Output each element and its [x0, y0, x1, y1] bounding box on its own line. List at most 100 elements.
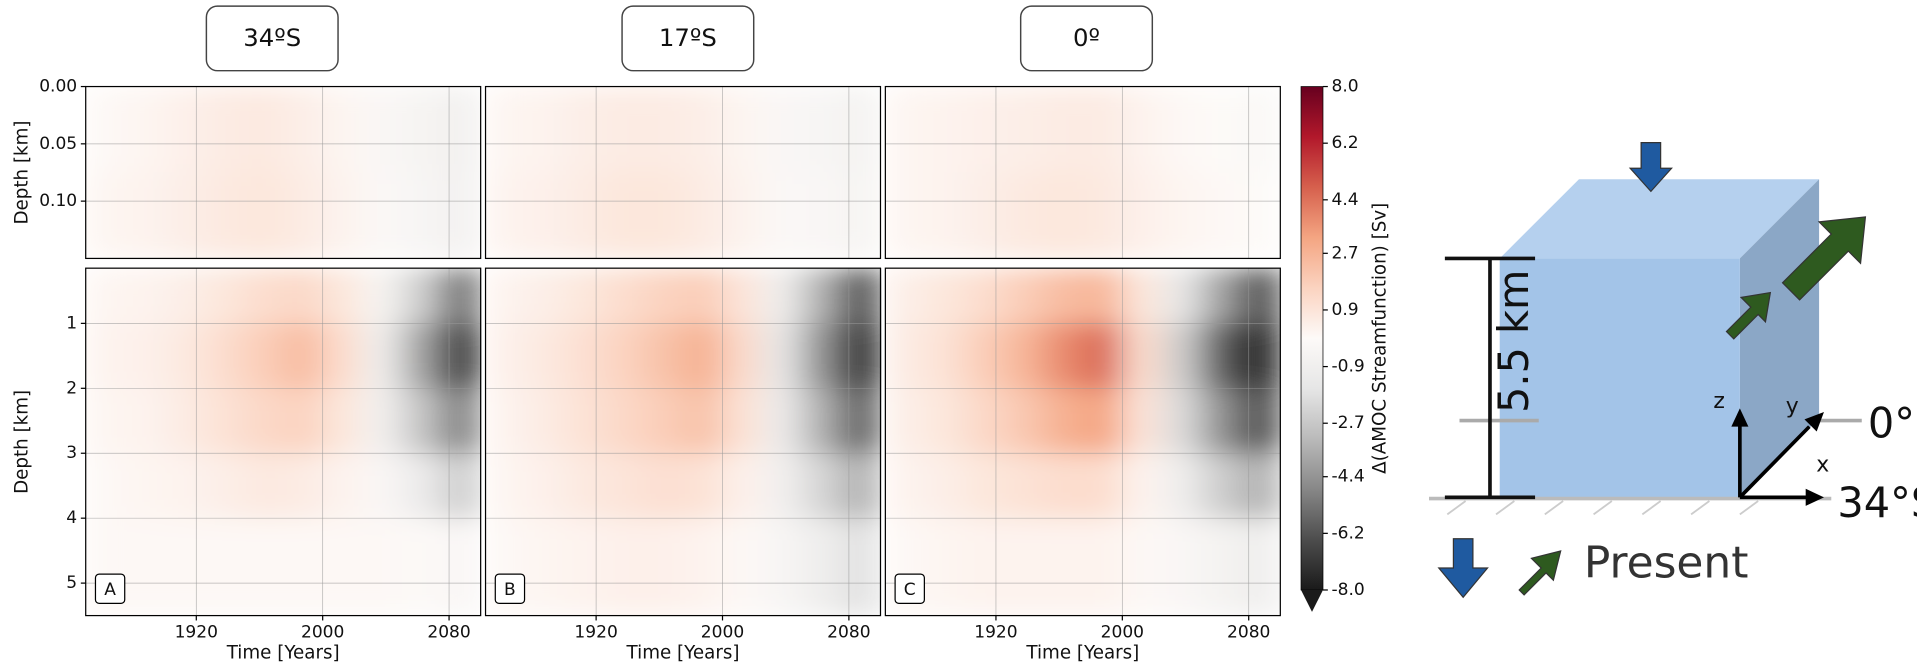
heatmap-cell — [125, 268, 166, 324]
heatmap-cell — [564, 86, 605, 174]
heatmap-cell — [525, 86, 566, 174]
heatmap-cell — [164, 268, 205, 324]
panel-label: B — [504, 580, 516, 600]
heatmap-cell — [401, 323, 442, 389]
south-label: 34°S — [1837, 479, 1917, 527]
heatmap-cell — [1122, 268, 1163, 324]
heatmap-cell — [125, 453, 166, 519]
heatmap-cell — [204, 86, 245, 174]
heatmap-cell — [1201, 453, 1242, 519]
heatmap-cell — [885, 453, 926, 519]
heatmap-cell — [204, 388, 245, 454]
heatmap-cell — [885, 388, 926, 454]
colorbar-extend — [1301, 589, 1323, 612]
heatmap-cell — [1043, 388, 1084, 454]
height-label: 5.5 km — [1490, 270, 1538, 413]
panel-label: A — [104, 580, 116, 600]
heatmap-cell — [1043, 323, 1084, 389]
heatmap-cell — [1003, 172, 1044, 260]
heatmap-cell — [164, 388, 205, 454]
blue-arrow — [1628, 142, 1673, 193]
heatmap-cell — [885, 268, 926, 324]
heatmap-cell — [1003, 388, 1044, 454]
heatmap-cell — [840, 518, 882, 617]
heatmap-cell — [683, 86, 724, 174]
axis-x: x — [1816, 453, 1829, 478]
heatmap-cell — [164, 86, 205, 174]
heatmap-cell — [525, 323, 566, 389]
heatmap-cell — [964, 172, 1005, 260]
colorbar — [1300, 86, 1324, 591]
panel-title: 0º — [1073, 23, 1100, 52]
heatmap-cell — [801, 518, 842, 617]
heatmap-cell — [924, 453, 965, 519]
colorbar-tick-label: -4.4 — [1332, 467, 1365, 487]
blue-arrow — [1437, 538, 1489, 599]
heatmap-cell — [125, 86, 166, 174]
heatmap-cell — [283, 453, 324, 519]
heatmap-cell — [1122, 323, 1163, 389]
x-tick-label: 1920 — [175, 623, 218, 643]
heatmap-cell — [204, 323, 245, 389]
heatmap-cell — [801, 453, 842, 519]
heatmap-cell — [885, 323, 926, 389]
box-top — [1499, 179, 1820, 259]
panel-title: 34ºS — [243, 23, 301, 52]
heatmap-cell — [1122, 518, 1163, 617]
heatmap-cell — [564, 518, 605, 617]
green-arrow — [1781, 216, 1867, 301]
heatmap-cell — [401, 453, 442, 519]
axes-arrows — [1738, 420, 1811, 500]
heatmap-cell — [125, 323, 166, 389]
heatmap-cell — [1161, 453, 1202, 519]
heatmap-cell — [683, 453, 724, 519]
colorbar-tick-label: -6.2 — [1332, 523, 1365, 543]
colorbar-tick-label: 6.2 — [1332, 133, 1359, 153]
x-axis-label: Time [Years] — [226, 642, 340, 663]
heatmap-cell — [683, 323, 724, 389]
heatmap-cell — [1003, 453, 1044, 519]
heatmap-cell — [322, 453, 363, 519]
colorbar-tick-label: -2.7 — [1332, 413, 1365, 433]
heatmap-cell — [204, 518, 245, 617]
y-tick-label: 0.10 — [39, 191, 77, 211]
axes-frame — [884, 85, 1281, 260]
heatmap-cell — [840, 172, 882, 260]
heatmap-cell — [85, 323, 126, 389]
heatmap-cell — [762, 323, 803, 389]
y-tick-label: 4 — [66, 508, 77, 528]
heatmap-cell — [1122, 172, 1163, 260]
heatmap-cell — [362, 388, 403, 454]
heatmap-cell — [204, 453, 245, 519]
heatmap-cell — [441, 268, 482, 324]
heatmap-cell — [604, 518, 645, 617]
heatmap-cell — [643, 268, 684, 324]
heatmap-cell — [362, 453, 403, 519]
heatmap-cell — [801, 323, 842, 389]
ground-hatch — [1446, 500, 1759, 516]
heatmap-cell — [564, 268, 605, 324]
heatmap-cell — [441, 388, 482, 454]
heatmap-cell — [243, 86, 284, 174]
heatmap-cell — [801, 172, 842, 260]
heatmap-cell — [1201, 323, 1242, 389]
heatmap-cell — [924, 172, 965, 260]
heatmap-cell — [1082, 453, 1123, 519]
heatmap-cell — [85, 388, 126, 454]
heatmap-cell — [1161, 172, 1202, 260]
heatmap-cell — [604, 86, 645, 174]
box-front — [1499, 258, 1740, 498]
heatmap-cell — [801, 86, 842, 174]
heatmap — [885, 268, 1281, 617]
heatmap-cell — [1082, 323, 1123, 389]
heatmap-cell — [125, 388, 166, 454]
colorbar-tick-label: -8.0 — [1332, 580, 1365, 600]
heatmap-cell — [1201, 268, 1242, 324]
heatmap-cell — [840, 323, 882, 389]
heatmap-cell — [1003, 518, 1044, 617]
heatmap-cell — [441, 323, 482, 389]
heatmap-cell — [801, 268, 842, 324]
heatmap-cell — [283, 172, 324, 260]
north-label: 0° — [1868, 400, 1915, 448]
